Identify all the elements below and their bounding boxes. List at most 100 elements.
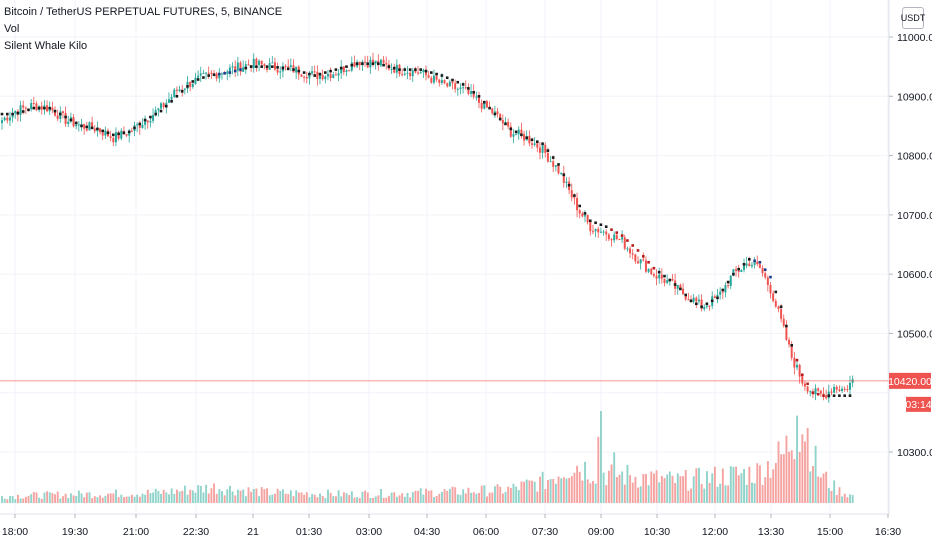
indicator-dot [530,138,534,142]
candle-body [528,135,531,144]
currency-button[interactable]: USDT [901,7,925,29]
candle-body [729,275,732,286]
volume-bar [674,483,677,503]
candle-body [546,152,549,162]
volume-bar [56,491,59,503]
candle-body [104,130,107,136]
volume-bar [496,484,499,503]
candle-body [411,70,414,77]
candle-body [305,77,308,79]
indicator-dot [355,62,359,65]
symbol-title[interactable]: Bitcoin / TetherUS PERPETUAL FUTURES, 5,… [4,6,283,18]
volume-bar [788,451,791,503]
volume-bar [814,445,817,503]
candle-body [705,305,708,307]
volume-bar [822,473,825,503]
volume-bar [120,494,123,503]
volume-bar [568,477,571,503]
volume-bar [454,487,457,503]
candle-body [782,318,785,326]
volume-bar [602,472,605,503]
volume-bar [480,485,483,503]
volume-bar [578,471,581,503]
volume-bar [441,491,443,503]
candle-body [46,105,49,112]
candle-body [846,389,849,391]
silent-whale-kilo-label[interactable]: Silent Whale Kilo [4,40,88,52]
candle-body [101,132,104,136]
candle-body [300,74,303,77]
volume-bar [772,469,775,503]
volume-bar [345,493,348,503]
indicator-dot [620,234,624,237]
volume-bar [766,461,769,503]
candle-body [32,103,35,105]
candle-body [764,273,767,278]
volume-bar [268,495,271,503]
indicator-dot [604,225,608,229]
volume-bar [24,496,27,503]
volume-bar [271,494,274,503]
candle-body [205,72,208,74]
volume-bar [509,487,512,503]
indicator-dot [318,72,322,76]
indicator-dot [112,133,115,137]
volume-bar [830,490,833,503]
volume-bar [199,485,202,503]
candle-body [258,60,261,65]
candle-body [615,234,618,240]
candle-body [191,83,194,87]
indicator-dot [32,106,36,110]
volume-bar [713,466,716,503]
candle-body [769,285,772,294]
indicator-dot [64,115,67,119]
indicator-dot [573,194,576,197]
candle-body [700,299,703,310]
candle-body [440,80,443,83]
candle-body [533,143,536,145]
candle-body [207,72,210,74]
candle-body [639,259,642,264]
volume-bar [3,498,6,503]
volume-bar [62,496,64,503]
volume-bar [584,461,586,503]
indicator-dot [822,394,825,397]
candle-body [138,124,141,128]
candle-body [843,388,846,390]
volume-bar [592,481,594,503]
volume-bar [846,497,849,503]
candle-body [591,231,594,233]
candle-body [194,77,197,84]
candle-body [451,81,454,84]
indicator-dot [138,122,142,126]
candle-body [279,71,282,73]
indicator-dot [0,112,4,116]
candle-body [798,364,801,377]
volume-bar [539,476,541,503]
volume-bar [144,494,147,503]
candle-body [295,66,298,73]
volume-bar [382,497,385,503]
indicator-dot [271,65,274,68]
volume-bar [804,441,806,503]
candle-body [170,96,173,100]
candle-body [464,87,467,89]
volume-indicator-label[interactable]: Vol [4,23,20,35]
time-tick-label: 10:30 [644,526,670,538]
indicator-dot [382,63,385,67]
volume-bar [123,497,125,503]
volume-bar [565,478,568,503]
volume-bar [727,485,730,503]
volume-bar [671,475,674,503]
indicator-dot [223,72,226,75]
candle-body [740,269,743,272]
volume-bar [59,498,62,503]
volume-bar [27,495,30,503]
candle-body [644,260,647,272]
volume-bar [618,474,621,503]
volume-bar [395,496,398,503]
indicator-dot [228,71,232,74]
candle-body [268,63,271,70]
